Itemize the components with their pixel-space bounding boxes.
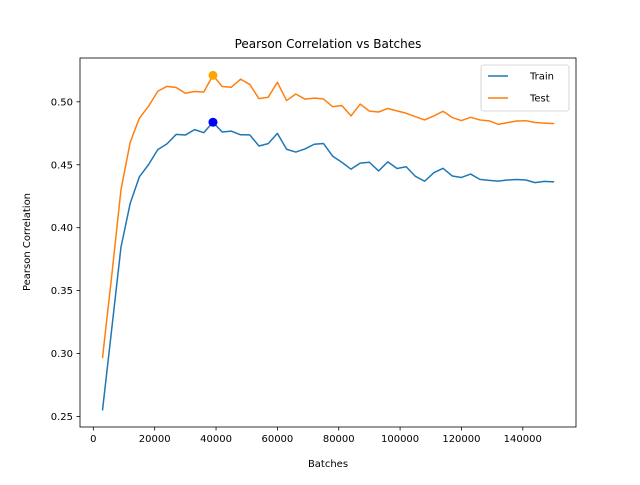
x-tick-label: 140000: [504, 434, 542, 445]
y-tick-label: 0.35: [51, 286, 73, 297]
legend: Train Test: [480, 64, 570, 112]
x-tick-label: 100000: [381, 434, 419, 445]
x-tick-label: 60000: [261, 434, 293, 445]
legend-label-test: Test: [529, 94, 550, 105]
x-axis-label: Batches: [308, 459, 348, 470]
x-tick-label: 80000: [323, 434, 355, 445]
x-tick-label: 40000: [200, 434, 232, 445]
best-point-marker-test: [208, 70, 218, 80]
legend-box: [480, 64, 570, 112]
x-tick-label: 0: [90, 434, 96, 445]
best-point-marker-train: [208, 117, 218, 127]
y-tick-label: 0.50: [51, 97, 73, 108]
series-line-test: [101, 74, 555, 359]
legend-label-train: Train: [529, 72, 554, 83]
x-tick-label: 20000: [139, 434, 171, 445]
chart-title: Pearson Correlation vs Batches: [235, 37, 422, 51]
x-tick-label: 120000: [442, 434, 480, 445]
y-tick-label: 0.45: [51, 160, 73, 171]
series-line-train: [101, 121, 555, 411]
axes-frame: [79, 57, 577, 428]
y-tick-label: 0.30: [51, 349, 73, 360]
plot-area: [101, 70, 555, 411]
y-tick-label: 0.25: [51, 412, 73, 423]
axis-ticks: 0 20000 40000 60000 80000 100000 120000 140000 0…: [51, 97, 542, 445]
y-tick-label: 0.40: [51, 223, 73, 234]
y-axis-label: Pearson Correlation: [22, 193, 33, 291]
